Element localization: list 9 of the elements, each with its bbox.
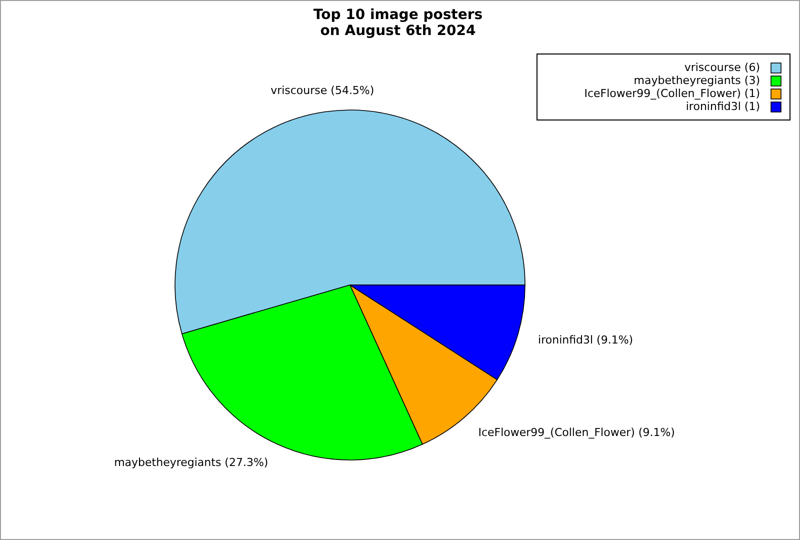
data-label: vriscourse (54.5%): [270, 84, 374, 97]
data-label: IceFlower99_(Collen_Flower) (9.1%): [478, 426, 675, 440]
legend-label: vriscourse (6): [684, 61, 760, 74]
chart-title: Top 10 image posters on August 6th 2024: [313, 7, 483, 39]
data-label: maybetheyregiants (27.3%): [114, 456, 268, 470]
data-label: ironinfid3l (9.1%): [538, 333, 634, 346]
legend-label: maybetheyregiants (3): [634, 74, 760, 88]
legend-label: ironinfid3l (1): [686, 100, 760, 114]
legend-label: IceFlower99_(Collen_Flower) (1): [584, 87, 760, 100]
